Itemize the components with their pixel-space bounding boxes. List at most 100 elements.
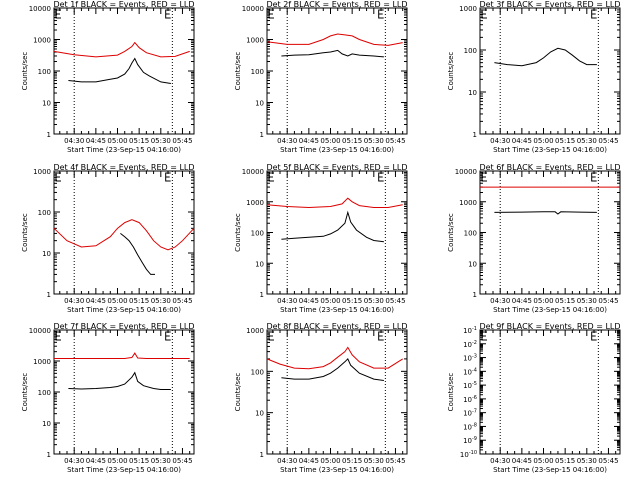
y-tick-label: 10-7 [463, 409, 477, 418]
x-tick-label: 05:15 [342, 137, 362, 145]
y-tick-label: 1 [260, 131, 264, 139]
x-tick-label: 04:30 [490, 297, 510, 305]
x-tick-label: 05:00 [533, 297, 553, 305]
panel-title: Det 6f BLACK = Events, RED = LLD [479, 163, 620, 172]
x-tick-label: 05:15 [555, 457, 575, 465]
series-line-events [281, 210, 384, 243]
plot-frame [479, 170, 621, 295]
y-tick-label: 10000 [242, 168, 264, 176]
y-tick-label: 1 [260, 451, 264, 459]
y-tick-label: 100 [464, 47, 477, 55]
x-tick-label: 04:30 [490, 137, 510, 145]
series-line-lld [53, 41, 190, 58]
plot-frame [479, 329, 621, 455]
x-tick-label: 04:45 [512, 137, 532, 145]
range-marker-e [378, 9, 384, 19]
x-axis-label: Start Time (23-Sep-15 04:16:00) [280, 146, 394, 154]
x-tick-label: 05:45 [172, 297, 192, 305]
range-marker-e [378, 172, 384, 182]
panel-6: Det 6f BLACK = Events, RED = LLD 1 10 100 10… [447, 163, 621, 314]
range-marker-e [165, 331, 171, 341]
panel-title: Det 3f BLACK = Events, RED = LLD [479, 0, 620, 9]
x-tick-label: 05:30 [577, 457, 597, 465]
panel-8: Det 8f BLACK = Events, RED = LLD 1 10 100 10… [234, 322, 408, 474]
series-line-events [281, 358, 384, 381]
x-tick-label: 05:45 [172, 457, 192, 465]
range-marker-e [165, 9, 171, 19]
y-axis-label: Counts/sec [447, 213, 455, 252]
series-line-events [120, 233, 155, 275]
x-tick-label: 05:45 [172, 137, 192, 145]
series-line-events [68, 57, 171, 84]
y-tick-label: 100 [38, 68, 51, 76]
range-marker-e [165, 172, 171, 182]
x-tick-label: 05:15 [342, 297, 362, 305]
x-tick-label: 05:15 [342, 457, 362, 465]
x-tick-label: 05:30 [151, 457, 171, 465]
y-tick-label: 1000 [459, 199, 477, 207]
range-marker-e [481, 172, 487, 182]
x-tick-label: 05:00 [320, 137, 340, 145]
x-tick-label: 05:15 [129, 137, 149, 145]
range-marker-e [268, 9, 274, 19]
x-axis-label: Start Time (23-Sep-15 04:16:00) [493, 466, 607, 474]
x-tick-label: 05:00 [320, 457, 340, 465]
y-tick-label: 1 [47, 451, 51, 459]
panel-title: Det 5f BLACK = Events, RED = LLD [266, 163, 407, 172]
y-axis-label: Counts/sec [21, 373, 29, 412]
y-tick-label: 10-1 [463, 326, 477, 335]
x-tick-label: 05:30 [577, 297, 597, 305]
plot-frame [266, 329, 408, 455]
x-tick-label: 05:30 [577, 137, 597, 145]
x-tick-label: 05:00 [320, 297, 340, 305]
y-tick-label: 10-6 [463, 395, 477, 404]
y-tick-label: 100 [251, 230, 264, 238]
panel-title: Det 2f BLACK = Events, RED = LLD [266, 0, 407, 9]
x-tick-label: 04:30 [277, 297, 297, 305]
panel-4: Det 4f BLACK = Events, RED = LLD 1 10 100 10… [21, 163, 195, 314]
series-line-lld [54, 352, 190, 359]
x-tick-label: 05:15 [555, 137, 575, 145]
y-tick-label: 1 [47, 131, 51, 139]
x-tick-label: 04:45 [512, 297, 532, 305]
x-axis-label: Start Time (23-Sep-15 04:16:00) [67, 466, 181, 474]
y-axis-label: Counts/sec [234, 373, 242, 412]
y-tick-label: 10000 [29, 5, 51, 13]
range-marker-e [268, 331, 274, 341]
panel-2: Det 2f BLACK = Events, RED = LLD 1 10 100 10… [234, 0, 408, 154]
x-axis-label: Start Time (23-Sep-15 04:16:00) [67, 306, 181, 314]
y-tick-label: 10000 [29, 327, 51, 335]
y-axis-label: Counts/sec [234, 213, 242, 252]
panel-1: Det 1f BLACK = Events, RED = LLD 1 10 100 10… [21, 0, 195, 154]
x-tick-label: 04:45 [86, 457, 106, 465]
plot-frame [266, 7, 408, 135]
x-tick-label: 04:45 [299, 137, 319, 145]
y-axis-label: Counts/sec [21, 213, 29, 252]
y-tick-label: 10-3 [463, 354, 477, 363]
x-axis-label: Start Time (23-Sep-15 04:16:00) [280, 466, 394, 474]
y-tick-label: 100 [38, 389, 51, 397]
x-tick-label: 05:15 [129, 297, 149, 305]
panel-title: Det 7f BLACK = Events, RED = LLD [53, 322, 194, 331]
y-tick-label: 10 [255, 410, 264, 418]
x-tick-label: 04:45 [512, 457, 532, 465]
y-tick-label: 10-5 [463, 381, 477, 390]
range-marker-e [55, 172, 61, 182]
series-line-events [281, 49, 384, 58]
y-tick-label: 10 [468, 89, 477, 97]
y-tick-label: 10 [42, 420, 51, 428]
x-tick-label: 05:45 [385, 297, 405, 305]
range-marker-e [481, 331, 487, 341]
panel-7: Det 7f BLACK = Events, RED = LLD 1 10 100 10… [21, 322, 195, 474]
x-tick-label: 05:30 [151, 137, 171, 145]
panel-title: Det 1f BLACK = Events, RED = LLD [53, 0, 194, 9]
plot-frame [53, 7, 195, 135]
x-tick-label: 04:30 [64, 137, 84, 145]
x-tick-label: 04:30 [64, 457, 84, 465]
x-tick-label: 05:00 [533, 137, 553, 145]
y-tick-label: 1000 [246, 327, 264, 335]
y-tick-label: 100 [38, 209, 51, 217]
x-tick-label: 05:30 [364, 297, 384, 305]
x-tick-label: 04:30 [490, 457, 510, 465]
